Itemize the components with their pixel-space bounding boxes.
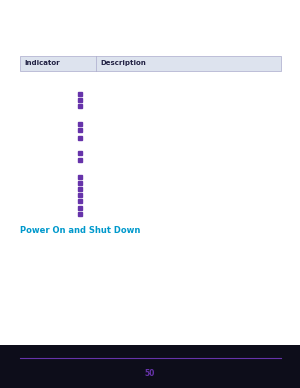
Bar (20, 56, 281, 71)
Text: Power On and Shut Down: Power On and Shut Down (20, 226, 141, 236)
Text: 50: 50 (145, 369, 155, 378)
Text: Description: Description (100, 60, 146, 66)
Text: Indicator: Indicator (24, 60, 60, 66)
Bar (0, 345, 300, 388)
